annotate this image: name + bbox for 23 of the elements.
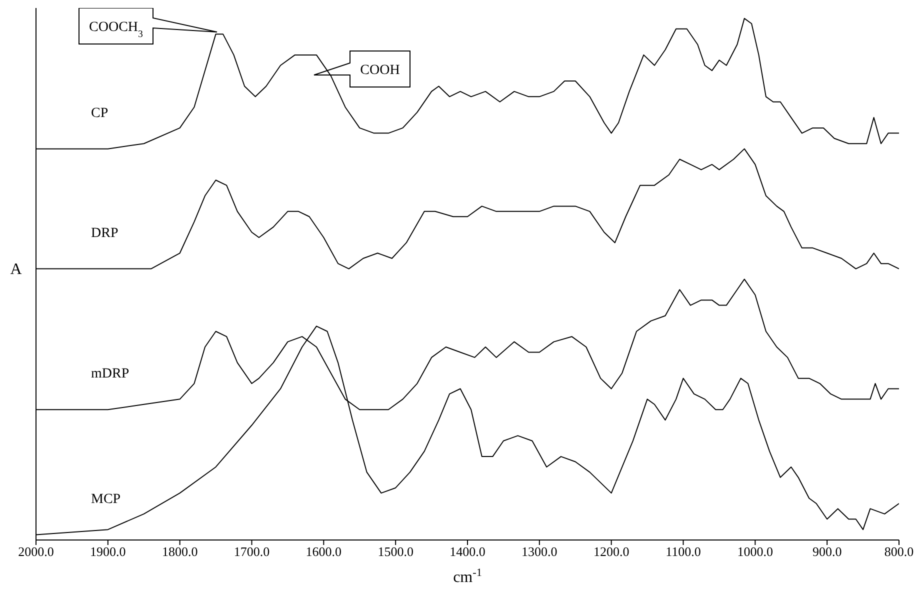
x-axis-title: cm$^{-1}$ <box>453 567 482 586</box>
x-tick-label: 1300.0 <box>522 544 558 560</box>
x-tick-label: 1400.0 <box>450 544 486 560</box>
series-label: CP <box>91 106 108 121</box>
x-tick-label: 1500.0 <box>378 544 414 560</box>
x-tick-label: 1100.0 <box>666 544 701 560</box>
y-axis-title: A <box>10 261 22 278</box>
annotation: COOH <box>360 63 400 78</box>
x-tick-label: 1800.0 <box>162 544 198 560</box>
series-label: MCP <box>91 492 121 507</box>
x-tick-label: 1700.0 <box>234 544 270 560</box>
callout-box: COOH <box>314 50 410 88</box>
x-tick-label: 1600.0 <box>306 544 342 560</box>
x-tick-label: 1200.0 <box>593 544 630 560</box>
x-tick-label: 1900.0 <box>90 544 126 560</box>
x-tick-label: 900.0 <box>812 544 842 560</box>
text: DRP <box>91 226 118 241</box>
annotation: COOCH$_{3}$ <box>89 20 144 40</box>
callout-box: COOCH$_{3}$ <box>78 8 218 44</box>
x-tick-label: 2000.0 <box>18 544 54 560</box>
x-tick-label: 800.0 <box>884 544 914 560</box>
x-tick-label: 1000.0 <box>737 544 774 560</box>
series-label: mDRP <box>91 366 130 382</box>
